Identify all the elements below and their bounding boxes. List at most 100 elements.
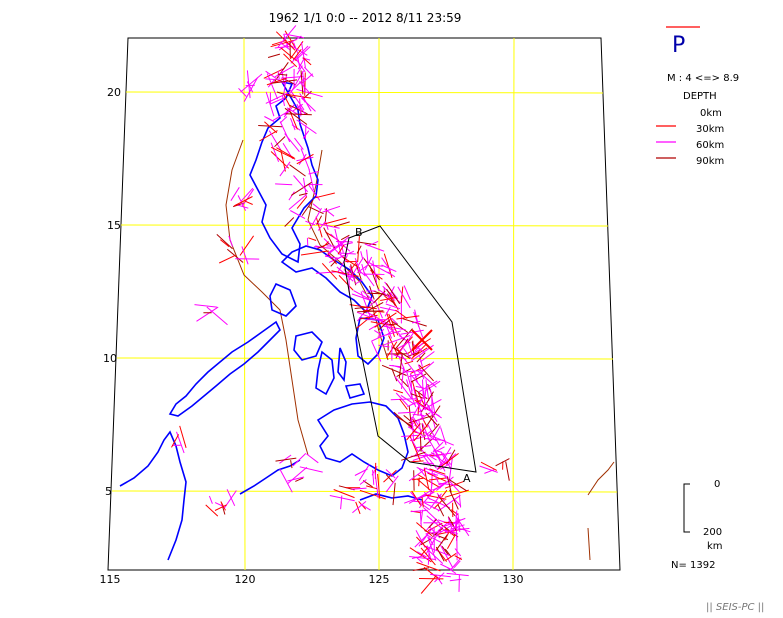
p-axis-line — [428, 518, 437, 529]
p-axis-line — [369, 285, 375, 300]
p-axis-line — [371, 341, 382, 362]
p-axis-line — [179, 425, 187, 448]
p-axis-line — [228, 235, 234, 247]
p-axis-line — [414, 532, 429, 548]
p-axis-line — [377, 330, 401, 338]
p-axis-line — [427, 547, 430, 565]
p-axis-line — [450, 557, 462, 570]
legend-depth-title: DEPTH — [683, 91, 717, 102]
p-axis-line — [412, 398, 417, 408]
p-axis-line — [295, 58, 306, 73]
p-axis-line — [298, 105, 307, 115]
p-axis-line — [418, 477, 420, 487]
graticule — [111, 37, 618, 571]
p-axis-line — [418, 418, 422, 435]
p-axis-line — [436, 493, 446, 502]
p-axis-line — [308, 169, 315, 191]
p-axis-line — [352, 501, 367, 514]
p-axis-line — [272, 109, 292, 121]
p-axis-line — [391, 346, 411, 359]
p-axis-line — [429, 477, 449, 481]
p-axis-line — [432, 425, 441, 439]
p-axis-line — [285, 93, 312, 99]
p-axis-line — [387, 271, 396, 278]
p-axis-line — [385, 474, 394, 483]
p-axis-line — [425, 494, 447, 500]
p-axis-line — [370, 264, 383, 267]
p-axis-line — [321, 262, 338, 280]
p-axis-line — [364, 243, 385, 252]
p-axis-line — [270, 146, 296, 160]
p-axis-line — [351, 487, 367, 490]
p-axis-line — [287, 466, 308, 484]
p-axis-line — [205, 504, 219, 517]
p-axis-line — [290, 210, 306, 220]
p-axis-line — [280, 150, 286, 172]
p-axis-line — [440, 563, 453, 571]
footer-brand: || SEIS-PC || — [706, 602, 764, 613]
p-axis-line — [299, 466, 323, 473]
p-axis-line — [423, 467, 448, 478]
lat-label-5: 5 — [105, 485, 112, 498]
p-axis-line — [324, 217, 347, 225]
p-axis-line — [317, 242, 330, 249]
p-axis-line — [298, 192, 308, 196]
p-axis-line — [274, 62, 289, 82]
p-axis-line — [358, 463, 370, 481]
p-axis-line — [322, 205, 341, 213]
p-axis-line — [285, 113, 312, 116]
panay-coast — [293, 331, 323, 361]
p-axis-line — [357, 310, 384, 313]
p-axis-line — [495, 458, 510, 467]
p-axis-line — [300, 250, 329, 256]
p-axis-line — [430, 452, 449, 466]
p-axis-line — [416, 352, 426, 363]
p-axis-line — [296, 153, 314, 165]
p-axis-line — [444, 528, 456, 537]
p-axis-line — [214, 502, 224, 507]
p-axis-line — [400, 329, 424, 335]
legend-depth-0: 0km — [700, 108, 722, 119]
p-axis-line — [413, 371, 419, 383]
p-axis-line — [429, 468, 446, 475]
p-axis-line — [216, 234, 233, 250]
p-axis-line — [354, 279, 363, 285]
p-axis-line — [284, 217, 295, 227]
p-axis-line — [279, 468, 293, 493]
p-axis-line — [417, 500, 430, 511]
p-axis-line — [283, 73, 288, 95]
p-axis-line — [355, 311, 377, 329]
p-axis-line — [399, 378, 409, 388]
legend-depth-90: 90km — [696, 156, 724, 167]
p-axis-line — [411, 320, 421, 324]
p-axis-line — [194, 304, 217, 308]
depth-scale-unit: km — [707, 541, 723, 552]
cross-section-label-b: B — [355, 226, 363, 239]
p-axis-line — [405, 369, 413, 392]
p-axis-line — [435, 534, 448, 551]
p-axis-line — [334, 221, 350, 227]
p-axis-line — [410, 509, 428, 513]
p-axis-line — [440, 545, 454, 570]
coastline — [119, 80, 423, 561]
p-axis-line — [208, 495, 213, 504]
p-axis-line — [413, 424, 428, 442]
p-axis-line — [418, 489, 435, 509]
p-axis-line — [288, 88, 305, 111]
p-axis-line — [233, 196, 253, 207]
p-axis-line — [409, 460, 424, 463]
p-axis-line — [276, 91, 296, 99]
p-axis-line — [419, 447, 437, 469]
p-axis-line — [292, 453, 307, 467]
p-axis-line — [308, 206, 324, 215]
map-title: 1962 1/1 0:0 -- 2012 8/11 23:59 — [269, 11, 462, 25]
p-axis-line — [314, 192, 335, 199]
p-axis-line — [409, 373, 424, 390]
p-axis-line — [356, 245, 362, 254]
p-axis-line — [444, 532, 450, 541]
borneo-coast — [119, 430, 187, 561]
p-axis-line — [505, 461, 510, 481]
p-axis-line — [298, 153, 307, 165]
p-axis-line — [423, 566, 441, 581]
p-axis-line — [369, 265, 380, 291]
